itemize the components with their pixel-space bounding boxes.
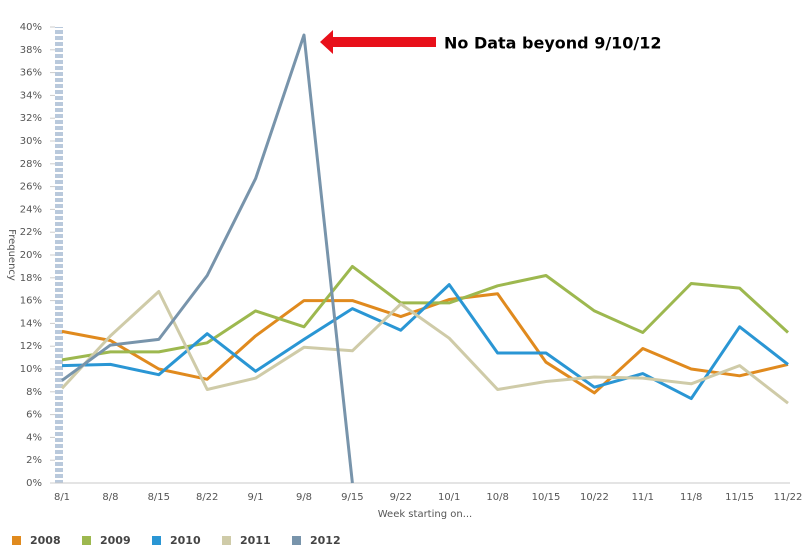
legend-label: 2009 xyxy=(100,534,131,547)
x-tick-label: 8/1 xyxy=(54,492,70,503)
x-tick-label: 9/8 xyxy=(296,492,312,503)
legend-swatch xyxy=(222,536,231,545)
legend-swatch xyxy=(82,536,91,545)
x-tick-label: 11/22 xyxy=(774,492,803,503)
y-tick-label: 38% xyxy=(20,45,42,56)
legend-swatch xyxy=(292,536,301,545)
legend-label: 2010 xyxy=(170,534,201,547)
legend-swatch xyxy=(152,536,161,545)
series-line xyxy=(60,290,789,405)
x-tick-label: 10/22 xyxy=(580,492,609,503)
y-tick-label: 10% xyxy=(20,364,42,375)
x-tick-label: 8/22 xyxy=(196,492,218,503)
y-tick-label: 34% xyxy=(20,90,42,101)
axis-band xyxy=(55,27,63,483)
x-tick-label: 9/1 xyxy=(248,492,264,503)
x-tick-label: 10/15 xyxy=(532,492,561,503)
x-tick-label: 10/1 xyxy=(438,492,460,503)
x-tick-label: 11/1 xyxy=(632,492,654,503)
y-tick-label: 32% xyxy=(20,113,42,124)
y-tick-label: 24% xyxy=(20,204,42,215)
x-axis-label: Week starting on... xyxy=(378,509,473,520)
y-tick-label: 22% xyxy=(20,227,42,238)
legend-label: 2012 xyxy=(310,534,341,547)
y-tick-label: 14% xyxy=(20,318,42,329)
y-tick-label: 18% xyxy=(20,273,42,284)
y-tick-label: 20% xyxy=(20,250,42,261)
y-tick-label: 28% xyxy=(20,159,42,170)
annotation-arrow xyxy=(320,30,436,54)
x-tick-label: 11/15 xyxy=(725,492,754,503)
y-tick-label: 2% xyxy=(26,455,42,466)
y-tick-label: 0% xyxy=(26,478,42,489)
series-line xyxy=(61,283,789,401)
x-tick-label: 9/15 xyxy=(341,492,363,503)
annotation: No Data beyond 9/10/12 xyxy=(444,34,662,53)
legend-label: 2011 xyxy=(240,534,271,547)
y-tick-label: 6% xyxy=(26,410,42,421)
x-tick-label: 10/8 xyxy=(486,492,508,503)
series-line xyxy=(61,264,790,362)
y-tick-label: 36% xyxy=(20,68,42,79)
y-tick-label: 12% xyxy=(20,341,42,352)
x-tick-label: 8/15 xyxy=(148,492,170,503)
legend-label: 2008 xyxy=(30,534,61,547)
x-tick-label: 9/22 xyxy=(390,492,412,503)
y-tick-label: 30% xyxy=(20,136,42,147)
x-tick-label: 8/8 xyxy=(102,492,118,503)
legend-swatch xyxy=(12,536,21,545)
y-tick-label: 40% xyxy=(20,22,42,33)
y-tick-label: 8% xyxy=(26,387,42,398)
y-tick-label: 16% xyxy=(20,296,42,307)
y-axis-label: Frequency xyxy=(6,229,17,281)
y-tick-label: 4% xyxy=(26,432,42,443)
y-tick-label: 26% xyxy=(20,182,42,193)
x-tick-label: 11/8 xyxy=(680,492,702,503)
series-line xyxy=(61,33,354,484)
